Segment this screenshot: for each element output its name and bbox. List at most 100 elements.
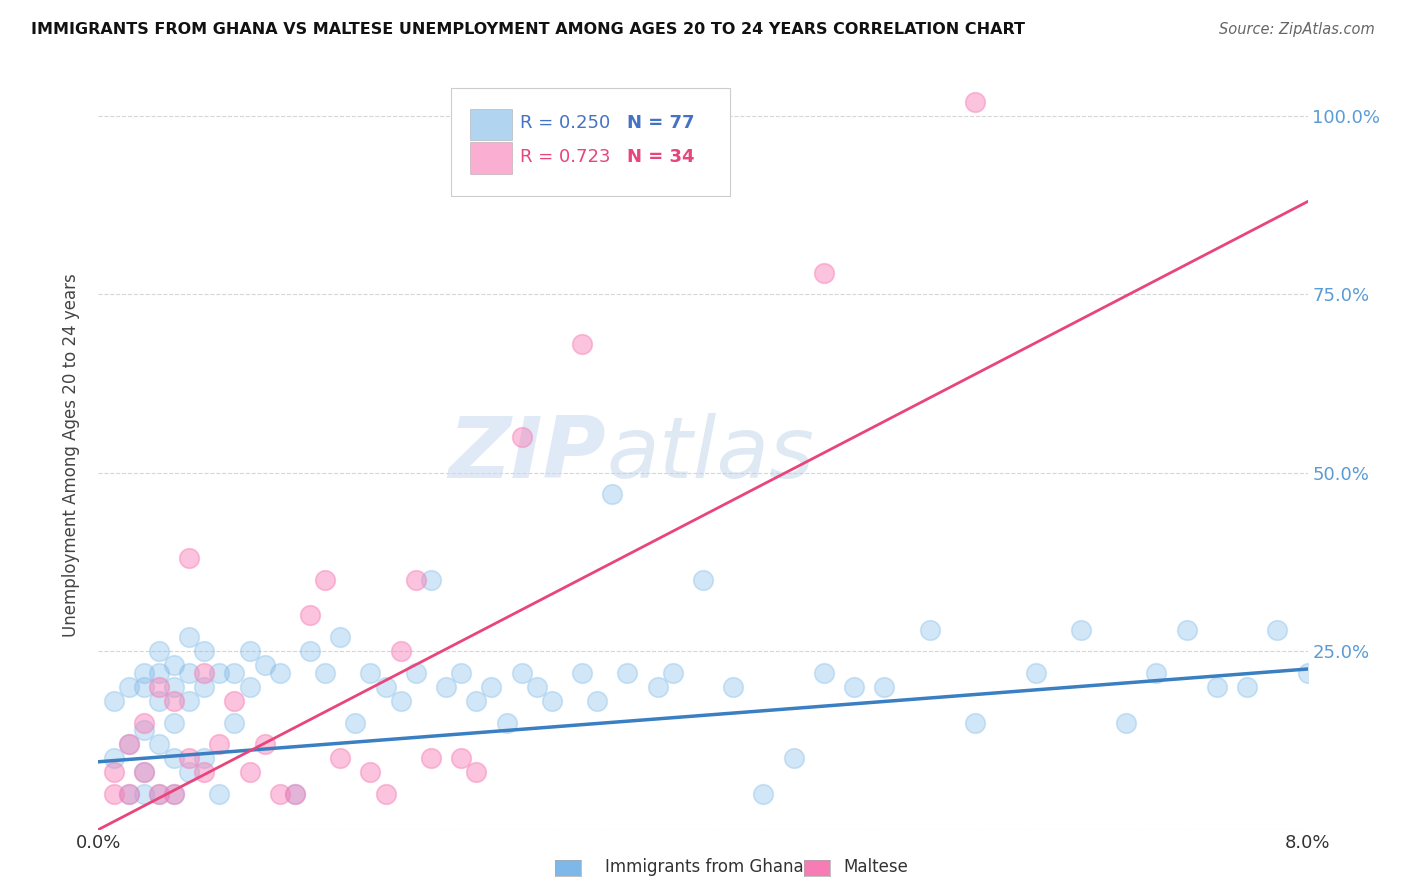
Point: [465, 765, 488, 780]
Point: [389, 644, 412, 658]
Point: [1267, 623, 1289, 637]
Point: [148, 665, 170, 680]
Point: [132, 765, 155, 780]
Point: [103, 787, 125, 801]
Point: [118, 787, 141, 801]
Point: [420, 751, 443, 765]
Point: [813, 266, 835, 280]
Point: [813, 665, 835, 680]
Point: [540, 694, 562, 708]
Point: [450, 665, 472, 680]
Point: [148, 787, 170, 801]
Point: [723, 680, 745, 694]
Point: [193, 644, 215, 658]
Point: [299, 608, 322, 623]
Point: [163, 751, 186, 765]
Point: [1175, 623, 1198, 637]
Text: Immigrants from Ghana: Immigrants from Ghana: [605, 858, 803, 876]
Point: [586, 694, 609, 708]
Point: [179, 765, 201, 780]
Point: [163, 787, 186, 801]
Point: [253, 658, 276, 673]
Point: [374, 787, 396, 801]
Point: [179, 630, 201, 644]
Point: [208, 787, 231, 801]
FancyBboxPatch shape: [451, 87, 730, 196]
Point: [616, 665, 638, 680]
Point: [405, 573, 427, 587]
Point: [1025, 665, 1047, 680]
Point: [239, 680, 262, 694]
Point: [344, 715, 367, 730]
Point: [269, 665, 291, 680]
Point: [510, 665, 533, 680]
Point: [163, 787, 186, 801]
Point: [118, 680, 141, 694]
Point: [103, 751, 125, 765]
Text: N = 34: N = 34: [627, 148, 695, 166]
Point: [239, 644, 262, 658]
Point: [284, 787, 307, 801]
Point: [148, 737, 170, 751]
Point: [224, 665, 246, 680]
Point: [299, 644, 322, 658]
Point: [965, 715, 987, 730]
Point: [208, 665, 231, 680]
Text: Source: ZipAtlas.com: Source: ZipAtlas.com: [1219, 22, 1375, 37]
Text: IMMIGRANTS FROM GHANA VS MALTESE UNEMPLOYMENT AMONG AGES 20 TO 24 YEARS CORRELAT: IMMIGRANTS FROM GHANA VS MALTESE UNEMPLO…: [31, 22, 1025, 37]
Point: [571, 337, 593, 351]
Point: [269, 787, 291, 801]
Point: [965, 95, 987, 109]
Point: [148, 644, 170, 658]
Point: [103, 694, 125, 708]
Point: [526, 680, 548, 694]
Text: Maltese: Maltese: [844, 858, 908, 876]
Point: [148, 694, 170, 708]
Point: [132, 680, 155, 694]
Point: [495, 715, 517, 730]
Point: [118, 787, 141, 801]
Point: [132, 723, 155, 737]
Point: [602, 487, 624, 501]
Point: [844, 680, 866, 694]
Point: [179, 751, 201, 765]
Point: [752, 787, 775, 801]
Point: [481, 680, 503, 694]
Point: [1070, 623, 1092, 637]
Text: atlas: atlas: [606, 413, 814, 497]
Point: [179, 694, 201, 708]
Point: [1236, 680, 1258, 694]
Text: ZIP: ZIP: [449, 413, 606, 497]
Point: [434, 680, 457, 694]
Point: [647, 680, 669, 694]
Point: [1296, 665, 1319, 680]
Point: [329, 751, 352, 765]
Point: [692, 573, 714, 587]
Point: [314, 573, 336, 587]
Point: [118, 737, 141, 751]
Point: [465, 694, 488, 708]
Point: [193, 665, 215, 680]
Point: [132, 665, 155, 680]
Point: [314, 665, 336, 680]
Point: [179, 665, 201, 680]
Point: [163, 680, 186, 694]
Point: [374, 680, 396, 694]
Point: [360, 765, 382, 780]
Point: [224, 694, 246, 708]
Point: [510, 430, 533, 444]
Point: [1115, 715, 1137, 730]
Point: [103, 765, 125, 780]
Text: N = 77: N = 77: [627, 114, 695, 132]
Point: [450, 751, 472, 765]
Point: [163, 658, 186, 673]
Point: [132, 787, 155, 801]
Point: [1146, 665, 1168, 680]
Y-axis label: Unemployment Among Ages 20 to 24 years: Unemployment Among Ages 20 to 24 years: [62, 273, 80, 637]
Point: [132, 765, 155, 780]
Point: [118, 737, 141, 751]
Point: [284, 787, 307, 801]
Point: [148, 787, 170, 801]
Point: [224, 715, 246, 730]
Text: R = 0.250: R = 0.250: [520, 114, 610, 132]
